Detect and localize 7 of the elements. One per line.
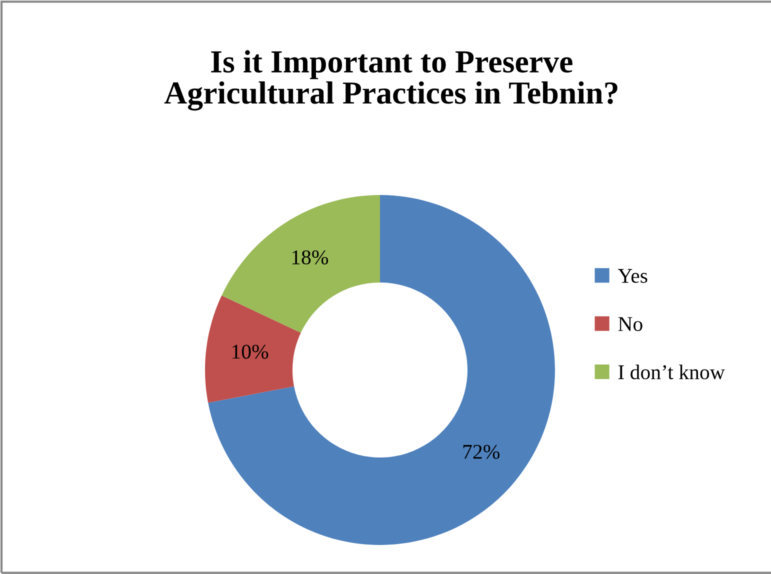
data-label: 10% bbox=[232, 344, 268, 359]
data-label: 18% bbox=[292, 250, 328, 264]
data-label: 72% bbox=[463, 444, 500, 459]
legend-label: I don’t know bbox=[618, 364, 725, 380]
chart-title: Is it Important to Preserve Agricultural Practices in Tebnin? bbox=[164, 50, 618, 111]
legend-label: Yes bbox=[618, 269, 648, 283]
legend-label: No bbox=[618, 317, 642, 332]
